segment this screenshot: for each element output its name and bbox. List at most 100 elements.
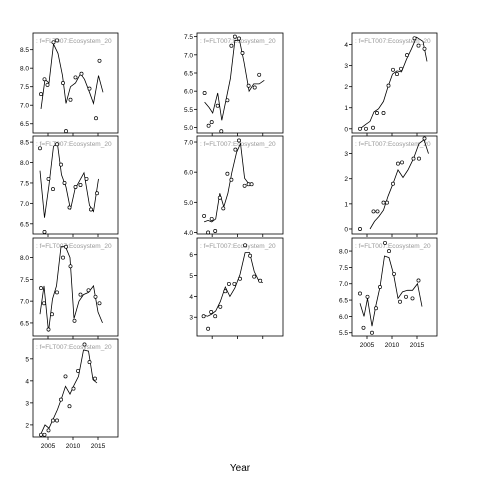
data-point [411, 156, 416, 161]
data-point [67, 205, 72, 210]
panel-3: : f=FLT007:Ecosystem_20 0 1 2 3 4 [344, 32, 438, 136]
panel-frame [196, 237, 284, 337]
y-tick-label: 6.5 [20, 221, 29, 228]
panel-title: : f=FLT007:Ecosystem_20 [36, 243, 112, 250]
data-point [219, 129, 224, 134]
data-point [46, 327, 51, 332]
data-point [42, 77, 47, 82]
data-point [249, 182, 254, 187]
data-point [73, 75, 78, 80]
data-point [246, 83, 251, 88]
data-point [45, 82, 50, 87]
data-point [237, 138, 241, 143]
data-point [215, 103, 220, 108]
y-tick-label: 7.0 [339, 281, 348, 288]
data-point [404, 294, 408, 299]
data-point [87, 86, 92, 91]
data-point [243, 243, 248, 248]
data-point [386, 83, 391, 88]
data-point [55, 418, 59, 423]
y-tick-label: 7.0 [20, 103, 29, 110]
panel-title: : f=FLT007:Ecosystem_20 [355, 141, 431, 148]
data-point [229, 177, 234, 182]
data-point [385, 200, 389, 205]
panel-6: : f=FLT007:Ecosystem_20 0 1 2 3 [344, 135, 438, 237]
data-point [416, 278, 421, 283]
data-point [68, 97, 73, 102]
data-point [84, 176, 89, 181]
y-tick-label: 4 [344, 42, 348, 49]
y-tick-label: 8.0 [20, 255, 29, 262]
y-tick-label: 6.5 [184, 71, 193, 78]
y-tick-label: 2 [344, 176, 348, 183]
data-point [217, 195, 222, 200]
x-tick-label: 2015 [410, 342, 425, 349]
series-line [359, 36, 428, 130]
data-point [72, 318, 77, 323]
data-point [213, 314, 218, 319]
y-tick-label: 5.0 [184, 125, 193, 132]
data-point [55, 142, 59, 147]
y-tick-label: 7.5 [184, 34, 193, 41]
data-point [398, 299, 402, 304]
data-point [39, 432, 43, 437]
data-point [412, 36, 417, 41]
panel-frame [351, 237, 438, 337]
data-point [391, 181, 395, 186]
panel-1: : f=FLT007:Ecosystem_20 6.5 7.0 7.5 8.0 8.5 [20, 32, 119, 136]
data-point [71, 386, 76, 391]
y-tick-label: 7.0 [184, 140, 193, 147]
series-line [203, 252, 263, 317]
y-tick-label: 1 [344, 201, 348, 208]
data-point [258, 278, 263, 283]
y-tick-label: 7.0 [20, 201, 29, 208]
y-tick-label: 7.0 [184, 52, 193, 59]
data-point [396, 161, 400, 166]
y-tick-label: 5.5 [339, 330, 348, 337]
data-point [63, 374, 68, 379]
data-point [240, 51, 245, 55]
data-point [221, 206, 226, 211]
data-point [232, 34, 237, 39]
data-point [378, 285, 382, 289]
x-tick-label: 2005 [41, 443, 56, 450]
y-tick-label: 6.5 [20, 320, 29, 327]
y-tick-label: 8.5 [20, 47, 29, 54]
y-tick-label: 3 [344, 151, 348, 158]
data-point [371, 209, 376, 214]
data-point [229, 43, 234, 48]
y-tick-label: 5 [25, 356, 29, 363]
data-point [94, 116, 98, 121]
x-axis-label: Year [230, 463, 251, 474]
data-point [39, 286, 43, 291]
y-tick-label: 6.5 [20, 121, 29, 128]
y-tick-label: 3 [25, 400, 29, 407]
data-point [223, 289, 228, 294]
data-point [209, 216, 214, 221]
data-point [42, 230, 47, 234]
data-point [225, 171, 230, 176]
data-point [218, 304, 223, 309]
y-tick-label: 7.0 [20, 299, 29, 306]
data-point [370, 330, 374, 335]
data-point [374, 306, 378, 311]
data-point [76, 368, 80, 373]
y-tick-label: 7.5 [20, 277, 29, 284]
data-point [68, 264, 73, 269]
data-point [422, 136, 427, 141]
panel-title: : f=FLT007:Ecosystem_20 [355, 38, 431, 45]
data-point [238, 276, 242, 281]
panel-5: : f=FLT007:Ecosystem_20 4.0 5.0 6.0 7.0 [184, 135, 284, 237]
data-point [46, 176, 51, 181]
panel-title: : f=FLT007:Ecosystem_20 [200, 38, 276, 45]
y-tick-label: 6.5 [339, 298, 348, 305]
data-point [237, 36, 241, 41]
y-tick-label: 0 [344, 126, 348, 133]
y-tick-label: 7.5 [20, 84, 29, 91]
data-point [50, 312, 54, 317]
data-point [95, 191, 99, 196]
data-point [67, 404, 72, 409]
series-line [204, 39, 265, 121]
data-point [410, 296, 415, 301]
data-point [416, 43, 421, 48]
